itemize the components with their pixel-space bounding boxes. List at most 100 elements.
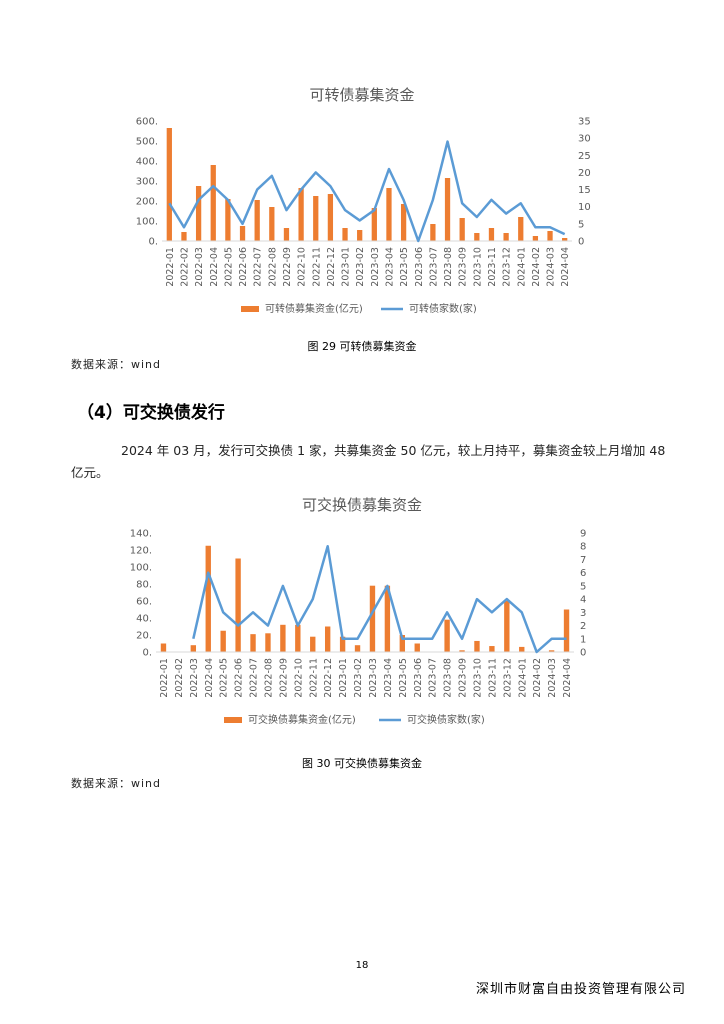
x-tick-label: 2023-07 — [428, 658, 439, 698]
x-tick-label: 2022-03 — [194, 247, 205, 287]
x-tick-label: 2023-02 — [355, 247, 366, 287]
bar — [430, 224, 436, 241]
legend-bar-swatch — [241, 306, 259, 312]
y-right-tick-label: 5 — [580, 581, 586, 592]
x-tick-label: 2023-11 — [487, 658, 498, 698]
bar — [205, 545, 211, 652]
y-left-tick-label: 200. — [136, 197, 158, 208]
bar — [225, 199, 231, 241]
bar — [166, 128, 172, 241]
y-left-tick-label: 140. — [130, 529, 152, 540]
x-tick-label: 2022-02 — [174, 658, 185, 698]
x-tick-label: 2022-11 — [311, 247, 322, 287]
bar — [399, 635, 406, 652]
data-source-1: 数据来源：wind — [71, 358, 162, 371]
x-tick-label: 2022-04 — [209, 247, 220, 287]
y-left-tick-label: 80. — [136, 580, 152, 591]
y-left-tick-label: 60. — [136, 597, 152, 608]
x-tick-label: 2022-04 — [204, 658, 215, 698]
bar — [235, 558, 241, 652]
x-tick-label: 2023-05 — [399, 247, 410, 287]
legend-bar-label: 可转债募集资金(亿元) — [265, 302, 363, 315]
y-right-tick-label: 15 — [578, 185, 591, 196]
x-tick-label: 2022-03 — [189, 658, 200, 698]
bar — [519, 646, 525, 652]
y-right-tick-label: 3 — [580, 608, 586, 619]
x-tick-label: 2023-07 — [428, 247, 439, 287]
bar — [339, 636, 346, 652]
x-tick-label: 2023-12 — [502, 247, 513, 287]
x-tick-label: 2023-06 — [413, 658, 424, 698]
x-tick-label: 2024-04 — [562, 658, 573, 698]
x-tick-label: 2024-03 — [546, 247, 557, 287]
chart-exchangeable-bonds: 可交换债募集资金 0. 20. 40. 60. 80. 100. 120. 140. 0 1 2 3 4 5… — [0, 488, 724, 738]
x-tick-label: 2022-10 — [293, 658, 304, 698]
x-tick-label: 2024-01 — [517, 658, 528, 698]
x-tick-label: 2022-09 — [282, 247, 293, 287]
x-tick-label: 2022-12 — [323, 658, 334, 698]
x-tick-label: 2023-08 — [443, 247, 454, 287]
x-tick-label: 2022-07 — [249, 658, 260, 698]
bar — [459, 650, 465, 652]
x-tick-label: 2022-07 — [253, 247, 264, 287]
y-left-tick-label: 100. — [130, 563, 152, 574]
x-tick-label: 2022-08 — [263, 658, 274, 698]
y-right-tick-label: 2 — [580, 621, 586, 632]
y-left-tick-label: 0. — [148, 237, 158, 248]
x-tick-label: 2022-06 — [234, 658, 245, 698]
bar — [250, 634, 256, 652]
y-right-tick-label: 1 — [580, 634, 586, 645]
chart-title: 可交换债募集资金 — [302, 496, 422, 514]
bar — [444, 619, 450, 652]
bar — [488, 228, 495, 241]
bar — [239, 226, 246, 241]
x-tick-label: 2022-05 — [219, 658, 230, 698]
y-right-tick-label: 20 — [578, 168, 591, 179]
x-tick-label: 2024-04 — [560, 247, 571, 287]
bar — [220, 630, 226, 652]
x-tick-label: 2023-03 — [370, 247, 381, 287]
x-tick-label: 2023-09 — [458, 658, 469, 698]
x-tick-label: 2022-10 — [297, 247, 308, 287]
x-tick-label: 2022-02 — [179, 247, 190, 287]
section-heading: （4）可交换债发行 — [77, 403, 225, 423]
y-left-tick-label: 120. — [130, 546, 152, 557]
bar — [369, 585, 376, 652]
legend-bar-label: 可交换债募集资金(亿元) — [248, 713, 356, 726]
bar — [474, 233, 480, 241]
x-tick-label: 2022-01 — [165, 247, 176, 287]
x-tick-label: 2022-01 — [159, 658, 170, 698]
bar — [489, 646, 495, 652]
bar — [298, 188, 304, 241]
legend-line-label: 可交换债家数(家) — [407, 713, 485, 726]
y-right-tick-label: 4 — [580, 595, 586, 606]
x-tick-label: 2024-03 — [547, 658, 558, 698]
x-tick-label: 2024-01 — [516, 247, 527, 287]
bar — [280, 624, 286, 652]
y-right-tick-label: 9 — [580, 529, 586, 540]
bar — [295, 624, 301, 652]
bar — [503, 233, 509, 241]
x-tick-label: 2022-05 — [223, 247, 234, 287]
x-tick-label: 2023-01 — [341, 247, 352, 287]
data-source-2: 数据来源：wind — [71, 777, 162, 790]
legend-bar-swatch — [224, 717, 242, 723]
bar — [181, 232, 187, 241]
bar — [210, 165, 216, 241]
bar — [254, 200, 260, 241]
bar — [474, 640, 480, 652]
bar — [327, 194, 334, 241]
y-right-tick-label: 0 — [580, 648, 586, 659]
y-right-tick-label: 8 — [580, 542, 586, 553]
y-left-tick-label: 300. — [136, 177, 158, 188]
x-tick-label: 2023-12 — [502, 658, 513, 698]
bar — [444, 178, 451, 241]
x-tick-label: 2023-03 — [368, 658, 379, 698]
bar — [195, 186, 202, 241]
bar — [504, 601, 510, 652]
bar — [414, 643, 420, 652]
x-tick-label: 2022-12 — [326, 247, 337, 287]
bar — [562, 238, 568, 241]
y-right-tick-label: 30 — [578, 134, 591, 145]
x-tick-label: 2022-08 — [267, 247, 278, 287]
